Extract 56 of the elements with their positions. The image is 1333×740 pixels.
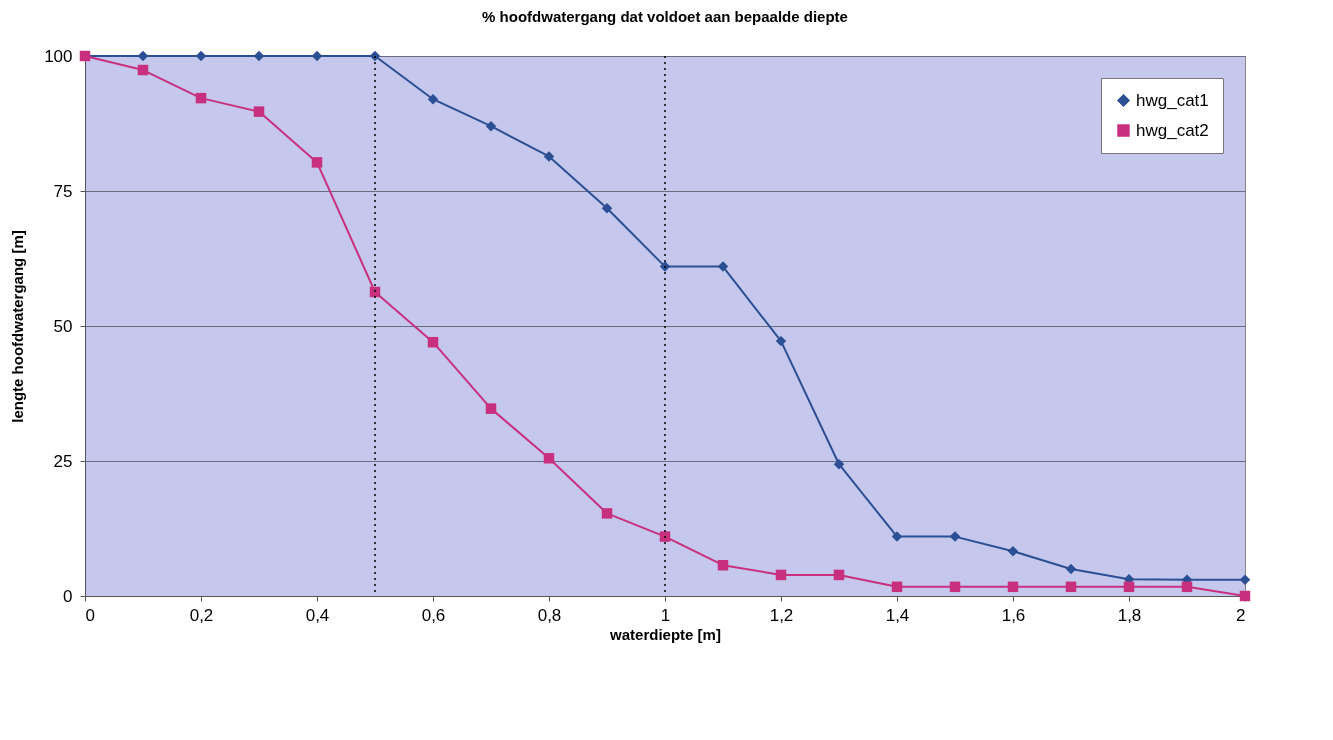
x-tick-label: 0,8 <box>537 605 562 625</box>
x-tick-label: 0,2 <box>189 605 214 625</box>
point <box>891 581 903 593</box>
point <box>1239 590 1251 602</box>
x-tick-label: 1,2 <box>769 605 794 625</box>
point <box>891 531 903 542</box>
point <box>311 157 323 168</box>
legend-label: hwg_cat2 <box>1136 120 1209 140</box>
x-tick-label: 0 <box>85 605 95 625</box>
point <box>485 403 497 414</box>
x-tick-label: 2 <box>1236 605 1246 625</box>
point <box>543 151 555 162</box>
point <box>311 50 323 62</box>
chart-title: % hoofdwatergang dat voldoet aan bepaalde diepte <box>482 8 848 25</box>
y-tick-label: 25 <box>53 451 73 471</box>
point <box>1181 581 1193 593</box>
point <box>137 50 149 62</box>
x-tick-label: 1 <box>660 605 671 625</box>
point <box>659 531 671 542</box>
point <box>253 50 265 62</box>
point <box>1007 545 1019 557</box>
x-tick-label: 1,4 <box>885 605 910 625</box>
point <box>1007 581 1019 593</box>
point <box>949 531 961 542</box>
point <box>601 508 613 519</box>
y-axis-title: lengte hoofdwatergang [m] <box>9 230 27 423</box>
y-tick-label: 100 <box>44 46 73 66</box>
point <box>1239 574 1251 586</box>
y-tick-label: 0 <box>63 586 73 606</box>
point <box>195 92 207 104</box>
point <box>717 559 729 571</box>
point <box>427 336 439 348</box>
point <box>775 335 787 347</box>
point <box>543 453 555 464</box>
x-tick-label: 0,6 <box>421 605 446 625</box>
point <box>717 261 729 272</box>
point <box>485 120 497 132</box>
x-tick-label: 1,6 <box>1001 605 1026 625</box>
point <box>1065 563 1077 575</box>
point <box>601 203 613 214</box>
point <box>833 569 845 581</box>
x-tick-label: 1,8 <box>1117 605 1142 625</box>
point <box>137 64 149 76</box>
point <box>775 569 787 581</box>
x-tick-label: 0,4 <box>305 605 330 625</box>
point <box>949 581 961 593</box>
point <box>833 459 845 470</box>
legend-label: hwg_cat1 <box>1136 90 1209 110</box>
x-axis-title: waterdiepte [m] <box>609 625 721 643</box>
y-tick-label: 50 <box>53 316 73 336</box>
point <box>1123 581 1135 593</box>
point <box>427 93 439 105</box>
point <box>253 106 265 117</box>
point <box>195 50 207 62</box>
y-tick-label: 75 <box>53 181 73 201</box>
point <box>1065 581 1077 593</box>
